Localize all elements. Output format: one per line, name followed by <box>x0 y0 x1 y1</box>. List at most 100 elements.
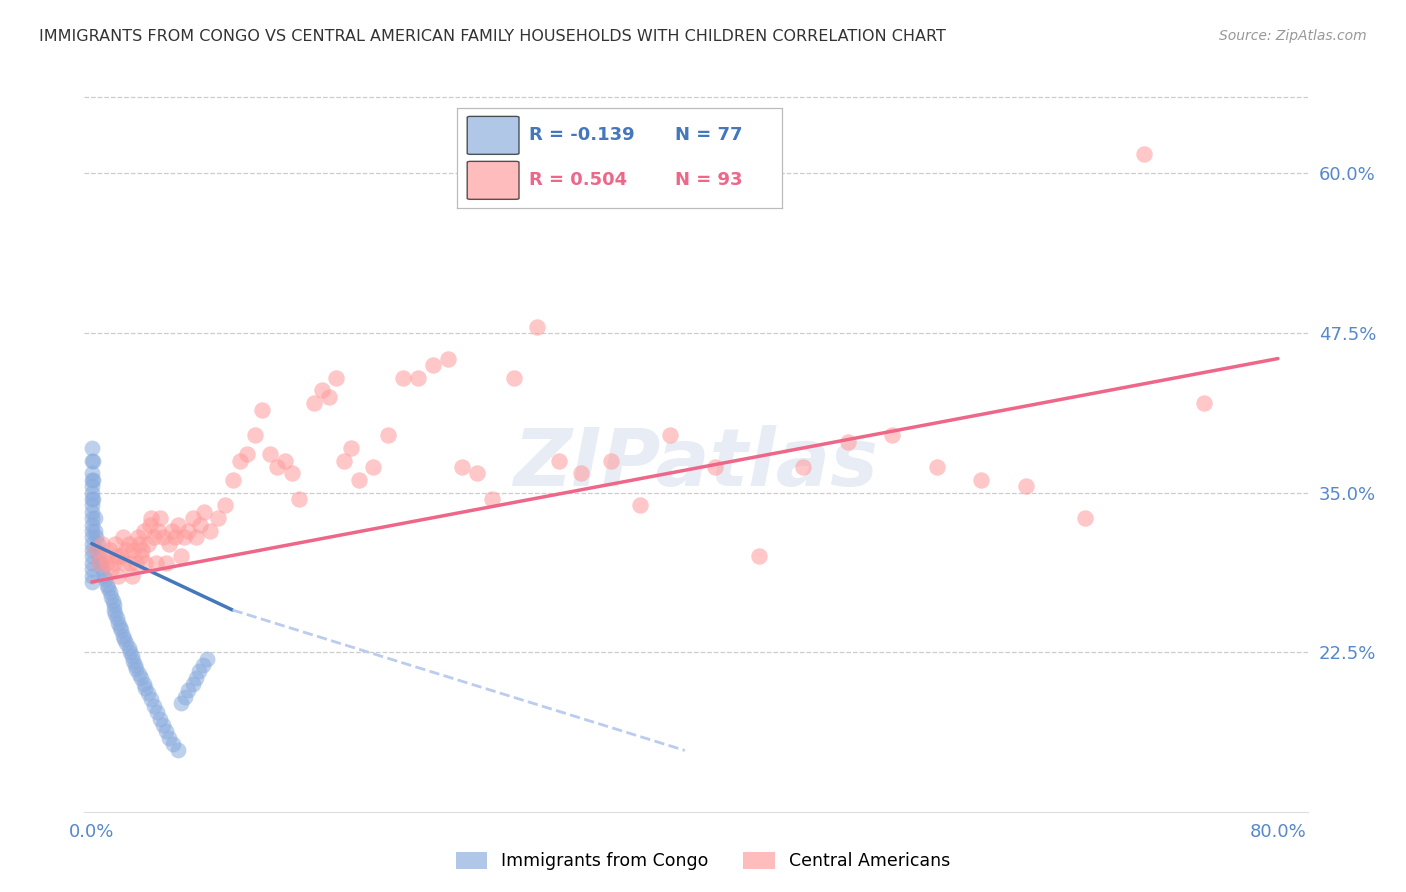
Point <box>288 491 311 506</box>
Point <box>118 536 141 550</box>
Point <box>83 524 105 538</box>
Point <box>143 530 166 544</box>
Point <box>129 671 152 685</box>
Point <box>80 517 103 532</box>
Point <box>101 594 124 608</box>
Point <box>104 536 127 550</box>
Point <box>252 402 274 417</box>
Point <box>1133 147 1156 161</box>
Point <box>104 607 127 621</box>
Point <box>273 453 295 467</box>
Point <box>86 536 108 550</box>
Point <box>157 731 180 745</box>
Point <box>599 453 621 467</box>
Point <box>177 524 200 538</box>
Point <box>325 370 347 384</box>
Point <box>197 651 219 665</box>
Point <box>122 543 145 558</box>
Point <box>191 657 214 672</box>
Point <box>136 686 159 700</box>
Point <box>659 428 682 442</box>
Point <box>129 549 152 564</box>
Point <box>122 654 145 668</box>
Point <box>103 556 125 570</box>
Point <box>111 629 134 643</box>
Point <box>105 549 128 564</box>
Point <box>266 460 288 475</box>
Point <box>184 671 207 685</box>
Point <box>121 648 143 663</box>
Point <box>1074 511 1097 525</box>
Point <box>103 603 125 617</box>
Point <box>166 517 188 532</box>
Point <box>177 683 200 698</box>
Point <box>89 549 111 564</box>
Point <box>100 591 122 605</box>
Point <box>302 396 325 410</box>
Point <box>96 577 118 591</box>
Point <box>174 690 197 704</box>
Point <box>170 549 193 564</box>
Point <box>120 556 142 570</box>
Point <box>103 598 125 612</box>
Point <box>107 568 129 582</box>
Text: ZIPatlas: ZIPatlas <box>513 425 879 503</box>
Point <box>80 499 103 513</box>
Point <box>792 460 814 475</box>
Point <box>97 582 120 596</box>
Point <box>108 620 131 634</box>
Legend: Immigrants from Congo, Central Americans: Immigrants from Congo, Central Americans <box>447 843 959 879</box>
Point <box>84 543 107 558</box>
Point <box>214 499 236 513</box>
Point <box>347 473 370 487</box>
Point <box>748 549 770 564</box>
Point <box>115 543 138 558</box>
Point <box>392 370 415 384</box>
Point <box>207 511 229 525</box>
Point <box>80 511 103 525</box>
Point <box>436 351 458 366</box>
Point <box>112 632 135 647</box>
Point <box>134 681 156 695</box>
Point <box>170 696 193 710</box>
Text: IMMIGRANTS FROM CONGO VS CENTRAL AMERICAN FAMILY HOUSEHOLDS WITH CHILDREN CORREL: IMMIGRANTS FROM CONGO VS CENTRAL AMERICA… <box>39 29 946 44</box>
Point <box>162 737 184 751</box>
Point <box>422 358 444 372</box>
Point <box>80 473 103 487</box>
Point <box>80 562 103 576</box>
Point <box>243 428 266 442</box>
Point <box>80 467 103 481</box>
Point <box>181 677 204 691</box>
Point <box>94 549 117 564</box>
Point <box>80 549 103 564</box>
Point <box>80 556 103 570</box>
Point <box>259 447 281 461</box>
Point <box>107 615 129 630</box>
Point <box>80 543 103 558</box>
Point <box>406 370 429 384</box>
Point <box>89 556 111 570</box>
Point <box>925 460 948 475</box>
Point <box>149 712 172 726</box>
Point <box>80 479 103 493</box>
Point <box>318 390 340 404</box>
Point <box>363 460 385 475</box>
Point <box>152 530 174 544</box>
Point <box>166 743 188 757</box>
Point <box>128 666 150 681</box>
Point <box>80 485 103 500</box>
Point <box>569 467 592 481</box>
Point <box>451 460 474 475</box>
Point <box>93 568 115 582</box>
Point <box>837 434 859 449</box>
Point <box>155 724 177 739</box>
Point <box>84 543 107 558</box>
Point <box>200 524 222 538</box>
Text: Source: ZipAtlas.com: Source: ZipAtlas.com <box>1219 29 1367 43</box>
Point <box>188 517 211 532</box>
Point <box>98 585 121 599</box>
Point <box>127 530 149 544</box>
Point <box>121 568 143 582</box>
Point <box>281 467 304 481</box>
Point <box>184 530 207 544</box>
